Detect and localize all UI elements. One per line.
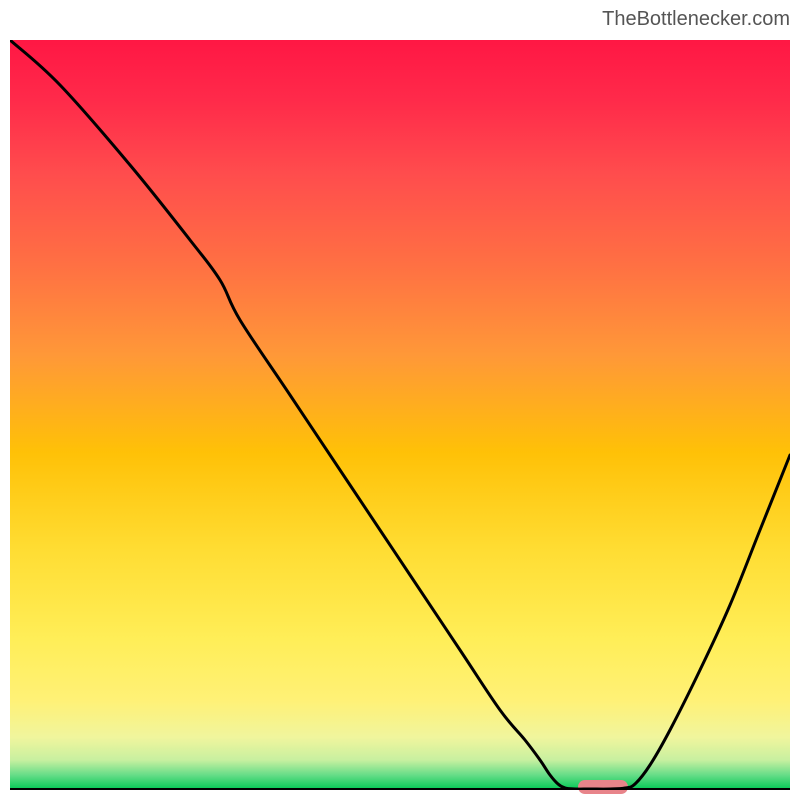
watermark-text: TheBottlenecker.com — [602, 8, 790, 31]
curve-path — [10, 40, 790, 789]
curve-overlay — [10, 40, 790, 790]
chart-container — [10, 40, 790, 790]
